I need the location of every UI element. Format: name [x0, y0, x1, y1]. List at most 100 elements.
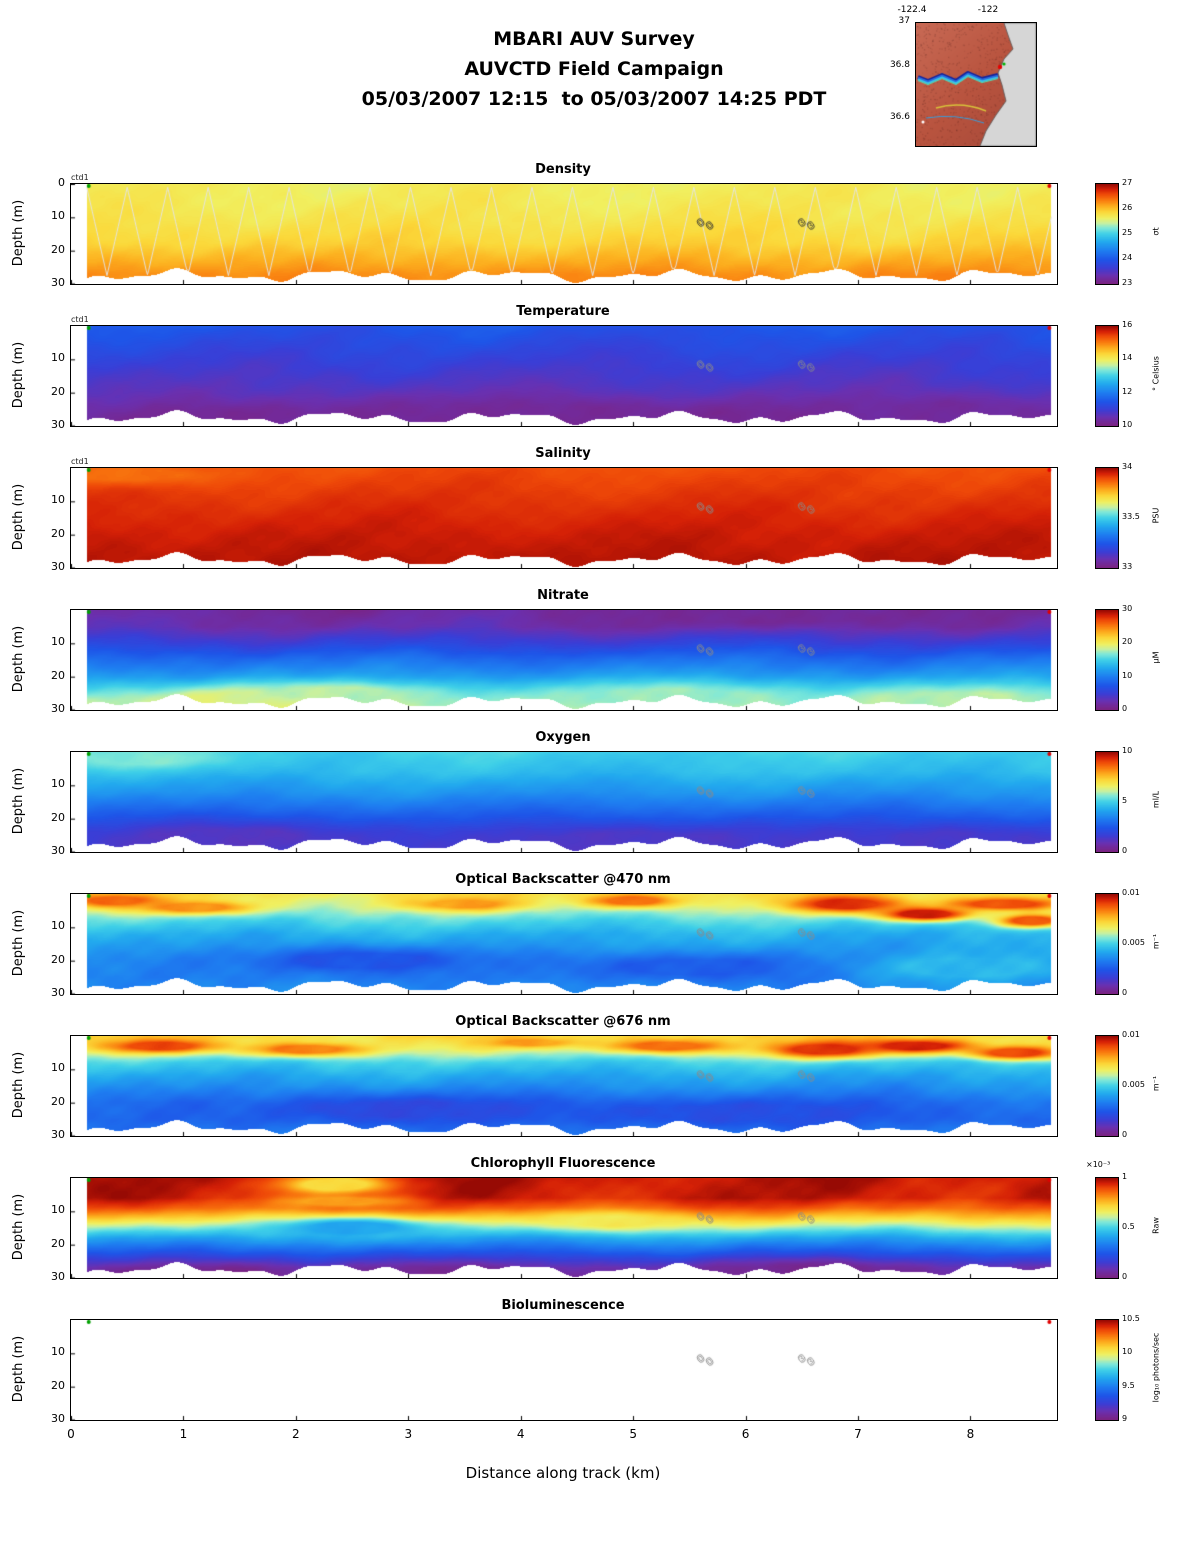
colorbar-canvas	[1095, 1319, 1119, 1421]
x-tick-label: 3	[404, 1427, 413, 1441]
y-tick-label: 30	[51, 1270, 65, 1283]
colorbar-tick-label: 20	[1122, 637, 1133, 647]
x-tick-label: 1	[179, 1427, 188, 1441]
panel-title: Optical Backscatter @676 nm	[455, 1014, 671, 1029]
y-tick-label: 30	[51, 276, 65, 289]
section-plot-canvas	[70, 183, 1058, 285]
figure-date-range: 05/03/2007 12:15 to 05/03/2007 14:25 PDT	[361, 88, 827, 110]
section-plot-canvas	[70, 1319, 1058, 1421]
ctd-label: ctd1	[71, 173, 89, 182]
colorbar-tick-label: 10	[1122, 420, 1133, 429]
colorbar-canvas	[1095, 325, 1119, 427]
colorbar-tick-label: 24	[1122, 253, 1133, 262]
panel-title: Optical Backscatter @470 nm	[455, 872, 671, 887]
y-tick-label: 20	[51, 1378, 65, 1392]
map-lat-label: 36.8	[889, 60, 910, 70]
y-axis-label: Depth (m)	[11, 483, 26, 551]
y-tick-label: 0	[58, 176, 65, 189]
y-tick-label: 30	[51, 1128, 65, 1141]
section-plot-canvas	[70, 325, 1058, 427]
y-tick-label: 30	[51, 1412, 65, 1425]
y-tick-label: 10	[51, 919, 65, 933]
section-plot-canvas	[70, 1035, 1058, 1137]
colorbar-tick-label: 0.01	[1122, 888, 1140, 897]
colorbar-tick-label: 14	[1122, 353, 1133, 363]
y-axis-label: Depth (m)	[11, 199, 26, 267]
location-map-canvas	[915, 22, 1037, 147]
panel-bioluminescence: Bioluminescence Depth (m) 10 20 30 10.5 10 9…	[0, 1297, 1188, 1439]
y-tick-label: 20	[51, 526, 65, 540]
colorbar-canvas	[1095, 1177, 1119, 1279]
panel-title: Oxygen	[535, 730, 591, 745]
panel-oxygen: Oxygen Depth (m) 10 20 30 10 5 0 ml/L	[0, 729, 1188, 871]
colorbar-canvas	[1095, 751, 1119, 853]
colorbar-tick-label: 0	[1122, 988, 1128, 997]
y-tick-label: 20	[51, 668, 65, 682]
colorbar-tick-label: 0.005	[1122, 1080, 1145, 1089]
x-tick-label: 7	[854, 1427, 862, 1441]
colorbar-tick-label: 12	[1122, 386, 1133, 396]
colorbar-tick-label: 5	[1122, 796, 1128, 805]
colorbar-tick-label: 0.01	[1122, 1030, 1140, 1039]
map-lat-label: 37	[898, 16, 910, 26]
y-tick-label: 20	[51, 1094, 65, 1108]
panel-title: Temperature	[516, 304, 610, 319]
colorbar-tick-label: 10	[1122, 670, 1133, 680]
colorbar-tick-label: 33	[1122, 562, 1133, 571]
y-axis-label: Depth (m)	[11, 1193, 26, 1261]
colorbar-tick-label: 27	[1122, 178, 1133, 187]
y-axis-label: Depth (m)	[11, 1051, 26, 1119]
y-tick-label: 20	[51, 384, 65, 398]
colorbar-tick-label: 10.5	[1122, 1314, 1140, 1323]
colorbar-tick-label: 10	[1122, 746, 1133, 755]
colorbar-tick-label: 23	[1122, 278, 1133, 287]
x-tick-label: 8	[966, 1427, 975, 1441]
colorbar-unit-label: σt	[1151, 227, 1161, 236]
map-lon-label: -122.4	[897, 5, 927, 15]
y-tick-label: 10	[51, 1061, 65, 1075]
colorbar-tick-label: 0.005	[1122, 938, 1145, 947]
y-tick-label: 20	[51, 952, 65, 966]
colorbar-tick-label: 10	[1122, 1347, 1133, 1357]
colorbar-tick-label: 1	[1122, 1172, 1128, 1181]
colorbar-canvas	[1095, 183, 1119, 285]
colorbar-tick-label: 0	[1122, 704, 1128, 713]
panel-title: Chlorophyll Fluorescence	[470, 1156, 656, 1171]
y-tick-label: 30	[51, 702, 65, 715]
x-tick-label: 0	[67, 1427, 75, 1441]
colorbar-tick-label: 30	[1122, 604, 1133, 613]
section-plot-canvas	[70, 751, 1058, 853]
panel-title: Nitrate	[537, 588, 589, 603]
x-tick-label: 5	[629, 1427, 637, 1441]
panel-title: Bioluminescence	[501, 1298, 625, 1313]
panel-optical-backscatter-676: Optical Backscatter @676 nm Depth (m) 10…	[0, 1013, 1188, 1155]
colorbar-tick-label: 25	[1122, 228, 1133, 237]
y-tick-label: 30	[51, 418, 65, 431]
panel-title: Salinity	[535, 446, 591, 461]
y-axis-label: Depth (m)	[11, 909, 26, 977]
figure-subtitle: AUVCTD Field Campaign	[464, 58, 724, 80]
colorbar-canvas	[1095, 467, 1119, 569]
colorbar-unit-label: ° Celsius	[1151, 356, 1161, 391]
y-tick-label: 10	[51, 493, 65, 507]
ctd-label: ctd1	[71, 315, 89, 324]
section-plot-canvas	[70, 1177, 1058, 1279]
panel-temperature: Temperature Depth (m) ctd1 10 20 30 16 14 12…	[0, 303, 1188, 445]
map-lon-label: -122	[977, 5, 999, 15]
colorbar-tick-label: 0	[1122, 1272, 1128, 1281]
section-plot-canvas	[70, 893, 1058, 995]
colorbar-tick-label: 0	[1122, 1130, 1128, 1139]
y-axis-label: Depth (m)	[11, 341, 26, 409]
panel-optical-backscatter-470: Optical Backscatter @470 nm Depth (m) 10…	[0, 871, 1188, 1013]
colorbar-tick-label: 16	[1122, 320, 1133, 329]
y-axis-label: Depth (m)	[11, 1335, 26, 1403]
colorbar-canvas	[1095, 893, 1119, 995]
y-tick-label: 10	[51, 777, 65, 791]
panel-title: Density	[535, 162, 591, 177]
colorbar-tick-label: 26	[1122, 203, 1133, 212]
section-plot-canvas	[70, 609, 1058, 711]
y-tick-label: 30	[51, 560, 65, 573]
panel-density: Density Depth (m) ctd1 0 10 20 30 27 26 25 24 2…	[0, 161, 1188, 303]
x-tick-label: 6	[741, 1427, 750, 1441]
